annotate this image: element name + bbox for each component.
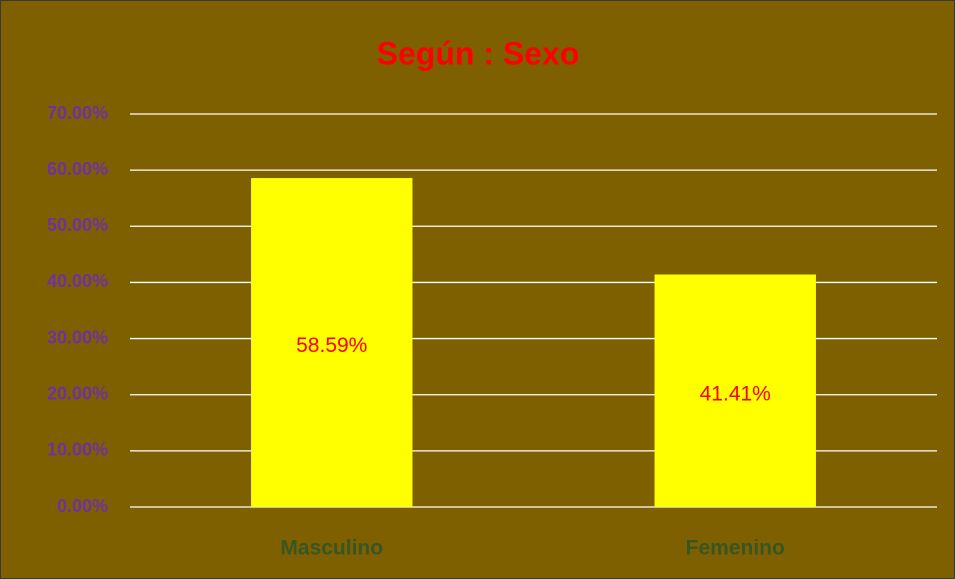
data-label: 41.41% (700, 382, 771, 405)
chart-title: Según : Sexo (377, 35, 580, 71)
y-tick-label: 20.00% (47, 383, 108, 403)
y-tick-label: 40.00% (47, 271, 108, 291)
y-tick-label: 70.00% (47, 103, 108, 123)
bar (654, 274, 816, 507)
y-tick-label: 10.00% (47, 440, 108, 460)
y-tick-label: 0.00% (57, 496, 108, 516)
x-tick-label: Masculino (280, 537, 383, 560)
y-tick-label: 60.00% (47, 159, 108, 179)
y-tick-label: 50.00% (47, 215, 108, 235)
data-label: 58.59% (296, 334, 367, 357)
y-tick-label: 30.00% (47, 327, 108, 347)
bar (251, 178, 413, 507)
x-tick-label: Femenino (686, 537, 785, 560)
